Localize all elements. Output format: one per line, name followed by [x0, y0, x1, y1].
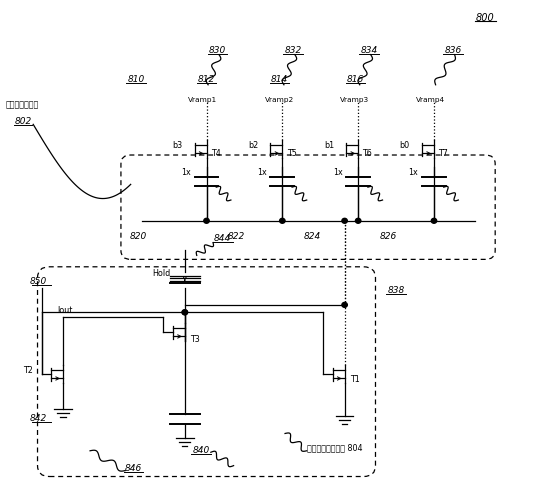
Circle shape [356, 218, 361, 223]
Text: 820: 820 [130, 232, 148, 241]
Text: T2: T2 [23, 366, 33, 374]
Text: 838: 838 [388, 286, 405, 295]
Text: T4: T4 [211, 148, 220, 158]
Circle shape [342, 218, 348, 223]
Text: b0: b0 [400, 141, 410, 150]
Circle shape [280, 218, 285, 223]
Text: 802: 802 [14, 118, 31, 126]
Text: Iout: Iout [58, 307, 73, 315]
Circle shape [182, 310, 187, 315]
Text: T6: T6 [363, 148, 372, 158]
Text: 1x: 1x [181, 168, 191, 177]
Text: 836: 836 [444, 46, 462, 55]
Text: 812: 812 [198, 75, 215, 84]
Text: 842: 842 [30, 414, 47, 423]
Text: 850: 850 [30, 277, 47, 286]
Text: 824: 824 [304, 232, 321, 241]
Circle shape [204, 218, 209, 223]
Text: 816: 816 [347, 75, 364, 84]
Circle shape [182, 310, 187, 315]
Text: 変換器ブロック: 変換器ブロック [6, 100, 39, 109]
Text: 840: 840 [192, 446, 210, 455]
Text: 830: 830 [209, 46, 226, 55]
Text: b2: b2 [248, 141, 258, 150]
Text: 846: 846 [125, 464, 142, 473]
Text: Vramp1: Vramp1 [187, 97, 217, 103]
Text: Vramp3: Vramp3 [340, 97, 369, 103]
Text: 832: 832 [285, 46, 302, 55]
Circle shape [342, 303, 348, 308]
Text: コピア・ブロック 804: コピア・ブロック 804 [307, 444, 362, 453]
Text: 844: 844 [214, 234, 231, 243]
Text: Vramp4: Vramp4 [416, 97, 445, 103]
Text: 1x: 1x [257, 168, 267, 177]
Text: 1x: 1x [333, 168, 343, 177]
Text: 822: 822 [228, 232, 245, 241]
Circle shape [431, 218, 437, 223]
Text: 826: 826 [380, 232, 396, 241]
Text: T3: T3 [190, 335, 200, 344]
Text: 834: 834 [361, 46, 377, 55]
Text: T5: T5 [287, 148, 296, 158]
Text: T7: T7 [438, 148, 448, 158]
Text: Hold: Hold [153, 269, 171, 278]
Text: 814: 814 [271, 75, 288, 84]
Text: b3: b3 [172, 141, 182, 150]
Text: T1: T1 [350, 374, 360, 383]
Text: 800: 800 [476, 13, 495, 23]
Text: 1x: 1x [408, 168, 418, 177]
Text: 810: 810 [128, 75, 145, 84]
Text: b1: b1 [324, 141, 334, 150]
Text: Vramp2: Vramp2 [264, 97, 294, 103]
